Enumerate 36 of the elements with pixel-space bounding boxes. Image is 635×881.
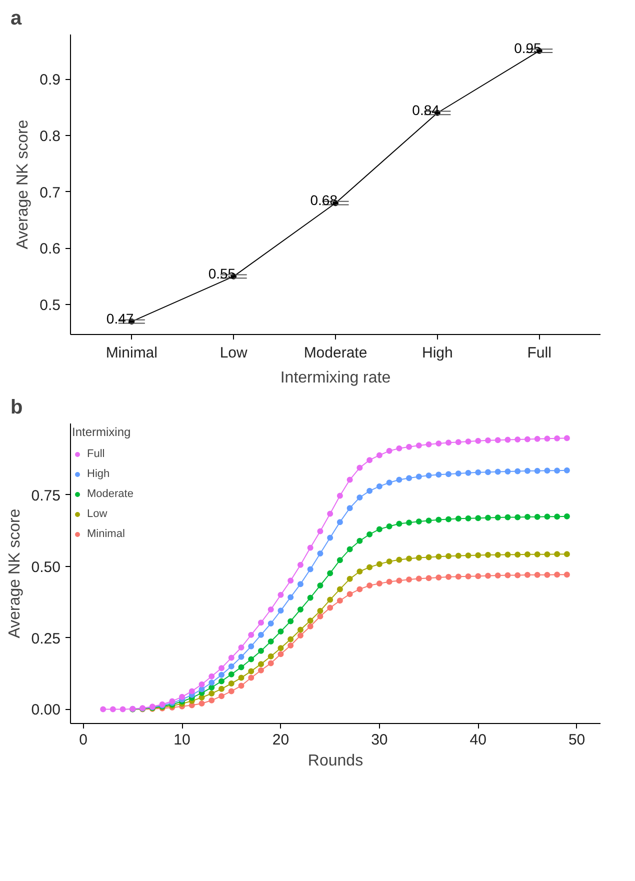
chart-title: a: [10, 8, 22, 30]
y-tick-label: 0.50: [31, 558, 61, 576]
x-tick-label: 50: [568, 732, 586, 748]
x-tick-label: Minimal: [106, 344, 158, 362]
y-axis-title: Average NK score: [14, 120, 32, 250]
y-tick-label: 0.9: [40, 72, 61, 89]
legend-label: High: [87, 468, 110, 480]
legend-label: Minimal: [87, 528, 125, 540]
x-axis-title: Rounds: [308, 752, 364, 770]
x-tick-label: 40: [470, 732, 486, 748]
x-tick-label: Moderate: [304, 344, 368, 362]
data-label: 0.68: [310, 192, 338, 208]
chart-title: b: [10, 396, 23, 418]
legend-label: Full: [87, 448, 106, 460]
x-tick-label: High: [422, 344, 453, 362]
legend-title: Intermixing: [72, 425, 132, 439]
y-tick-label: 0.7: [40, 184, 61, 202]
y-tick-label: 0.00: [31, 702, 61, 719]
x-tick-label: 0: [79, 732, 88, 748]
y-tick-label: 0.75: [31, 487, 61, 504]
x-axis-title: Intermixing rate: [280, 370, 391, 386]
data-label: 0.95: [514, 40, 542, 56]
legend-label: Low: [87, 508, 108, 520]
y-tick-label: 0.25: [31, 630, 61, 648]
data-label: 0.55: [208, 265, 236, 282]
data-label: 0.47: [106, 310, 134, 327]
legend-label: Moderate: [87, 488, 134, 500]
x-tick-label: 30: [371, 732, 388, 748]
x-tick-label: Low: [220, 344, 248, 362]
x-tick-label: 10: [174, 732, 190, 748]
y-tick-label: 0.6: [40, 240, 61, 258]
x-tick-label: Full: [527, 344, 552, 362]
x-tick-label: 20: [272, 732, 290, 748]
y-axis-title: Average NK score: [6, 508, 24, 638]
y-tick-label: 0.8: [40, 128, 61, 145]
y-tick-label: 0.5: [40, 297, 61, 314]
